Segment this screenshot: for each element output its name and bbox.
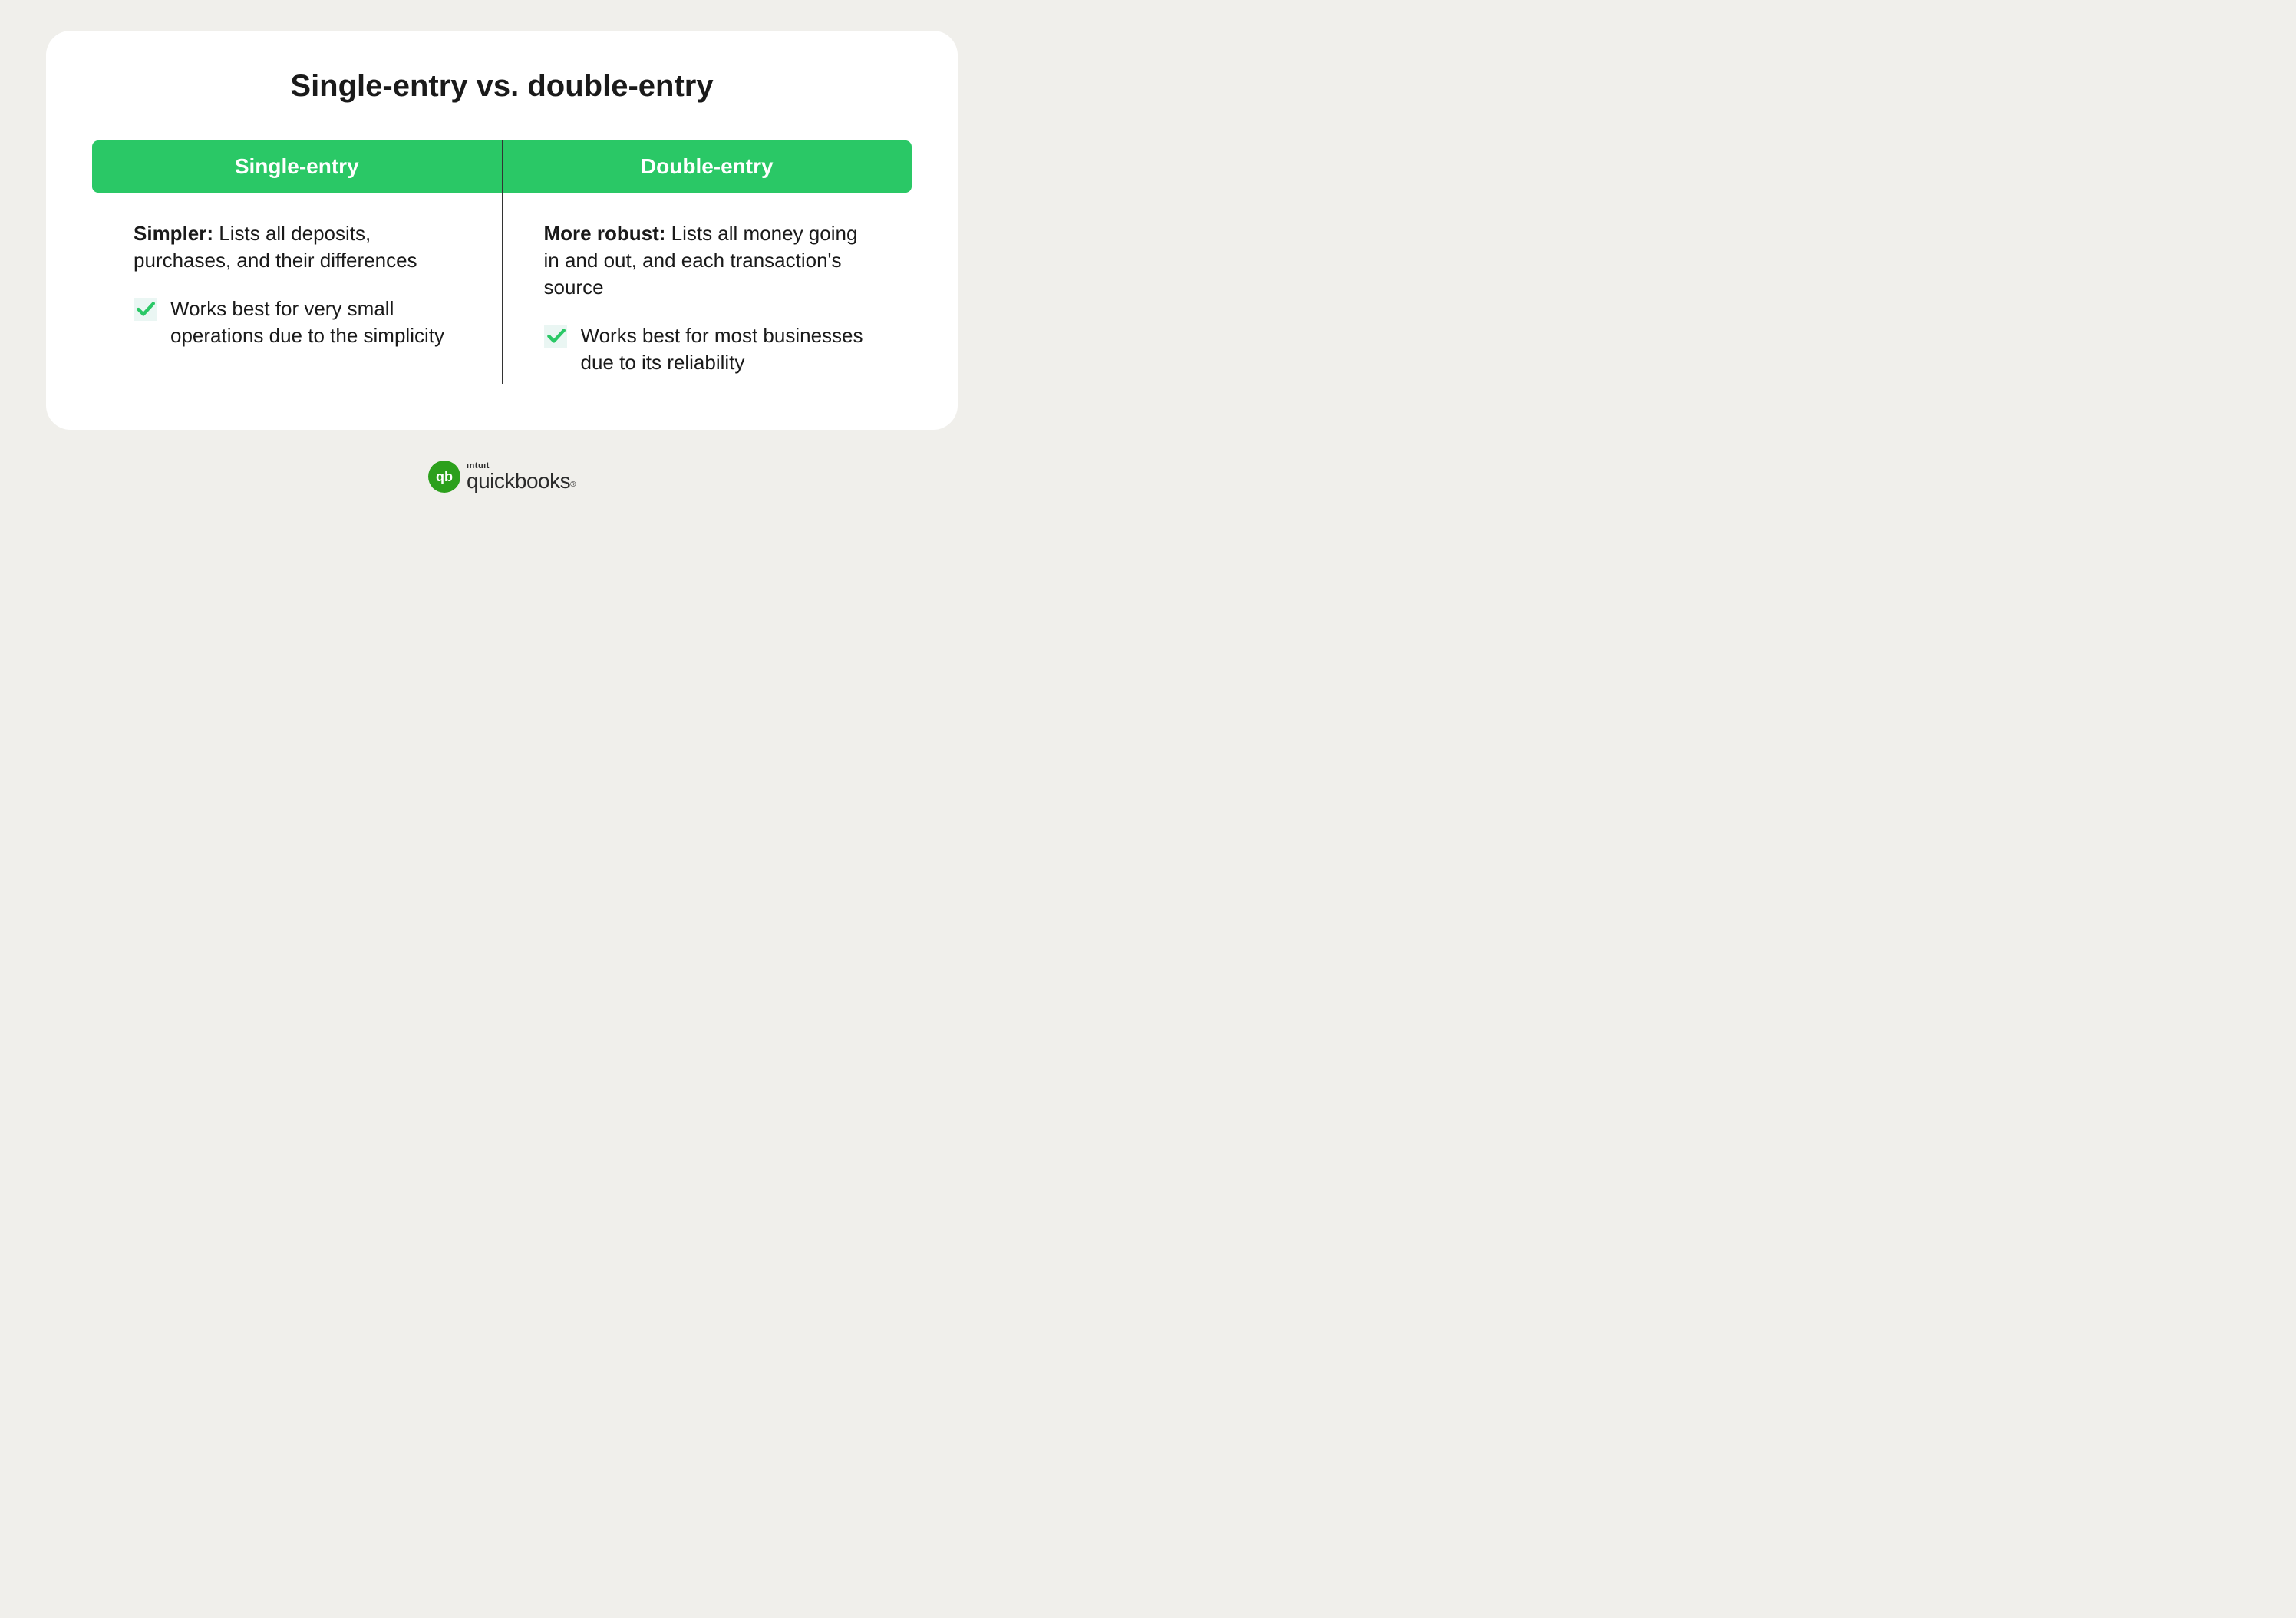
comparison-table: Single-entry Simpler: Lists all deposits… <box>92 140 912 384</box>
column-header: Double-entry <box>503 140 912 193</box>
card-title: Single-entry vs. double-entry <box>92 69 912 104</box>
column-body: Simpler: Lists all deposits, purchases, … <box>92 193 502 357</box>
bullet-text: Works best for very small operations due… <box>170 296 456 349</box>
quickbooks-logo: qb ıntuıt quickbooks® <box>428 461 576 493</box>
column-double-entry: Double-entry More robust: Lists all mone… <box>503 140 912 384</box>
bullet-item: Works best for very small operations due… <box>134 296 456 349</box>
comparison-card: Single-entry vs. double-entry Single-ent… <box>46 31 958 430</box>
check-icon <box>134 298 157 321</box>
desc-bold: More robust: <box>544 222 666 245</box>
logo-text: ıntuıt quickbooks® <box>467 462 576 492</box>
column-single-entry: Single-entry Simpler: Lists all deposits… <box>92 140 503 384</box>
column-description: More robust: Lists all money going in an… <box>544 220 866 301</box>
bullet-item: Works best for most businesses due to it… <box>544 322 866 376</box>
logo-quickbooks: quickbooks® <box>467 471 576 492</box>
column-header: Single-entry <box>92 140 502 193</box>
desc-bold: Simpler: <box>134 222 213 245</box>
column-description: Simpler: Lists all deposits, purchases, … <box>134 220 456 274</box>
column-body: More robust: Lists all money going in an… <box>503 193 912 384</box>
bullet-text: Works best for most businesses due to it… <box>581 322 866 376</box>
quickbooks-mark-icon: qb <box>428 461 460 493</box>
check-icon <box>544 325 567 348</box>
